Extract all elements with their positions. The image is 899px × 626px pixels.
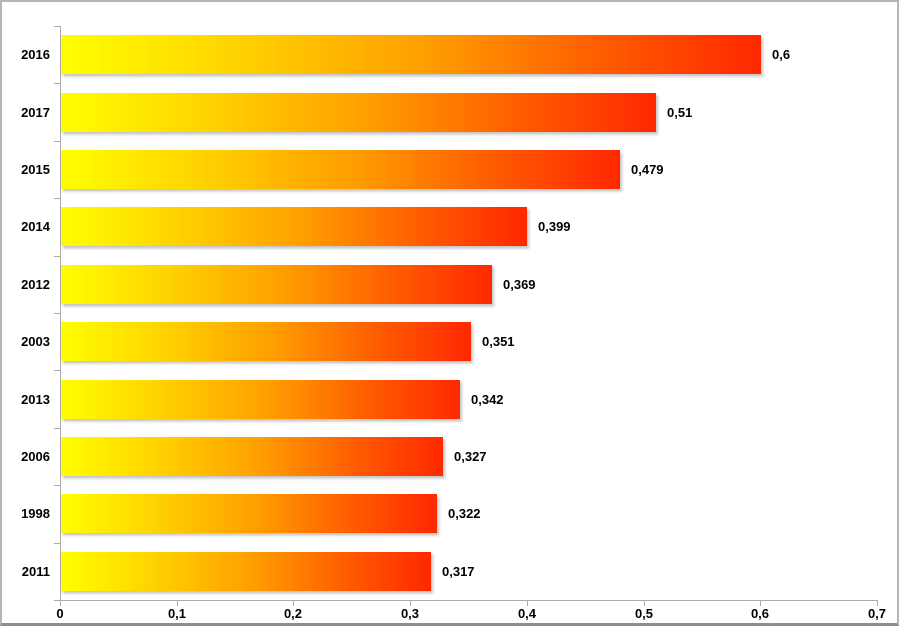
x-axis-tick-label: 0,1: [167, 606, 187, 621]
bar: [61, 265, 492, 304]
y-axis-tick: [54, 83, 60, 84]
x-axis-tick: [527, 600, 528, 606]
bar-value-label: 0,51: [667, 104, 693, 120]
bar-value-label: 0,351: [482, 334, 515, 350]
y-axis-label: 2013: [21, 391, 50, 407]
bar: [61, 35, 761, 74]
bar: [61, 552, 431, 591]
y-axis-label: 1998: [21, 506, 50, 522]
bar-value-label: 0,369: [503, 276, 536, 292]
y-axis-tick: [54, 428, 60, 429]
x-axis-tick-label: 0,7: [867, 606, 887, 621]
bar-value-label: 0,342: [471, 391, 504, 407]
bar-value-label: 0,327: [454, 448, 487, 464]
y-axis-tick: [54, 313, 60, 314]
x-axis-tick: [60, 600, 61, 606]
y-axis-tick: [54, 26, 60, 27]
x-axis-tick: [293, 600, 294, 606]
x-axis-tick-label: 0,3: [400, 606, 420, 621]
x-axis-tick: [877, 600, 878, 606]
y-axis-label: 2003: [21, 334, 50, 350]
y-axis-label: 2015: [21, 161, 50, 177]
y-axis-label: 2016: [21, 47, 50, 63]
bar-value-label: 0,317: [442, 563, 475, 579]
x-axis-tick-label: 0: [56, 606, 64, 621]
y-axis-label: 2006: [21, 448, 50, 464]
y-axis-tick: [54, 141, 60, 142]
y-axis-label: 2017: [21, 104, 50, 120]
x-axis-line: [54, 600, 878, 601]
y-axis-label: 2012: [21, 276, 50, 292]
y-axis-tick: [54, 198, 60, 199]
x-axis-tick-label: 0,2: [283, 606, 303, 621]
y-axis-label: 2011: [21, 563, 50, 579]
bar: [61, 380, 460, 419]
bar: [61, 93, 656, 132]
bar: [61, 150, 620, 189]
x-axis-tick-label: 0,5: [634, 606, 654, 621]
bar: [61, 437, 443, 476]
x-axis-tick: [410, 600, 411, 606]
y-axis-tick: [54, 543, 60, 544]
y-axis-label: 2014: [21, 219, 50, 235]
bar-value-label: 0,322: [448, 506, 481, 522]
bar: [61, 207, 527, 246]
x-axis-tick: [644, 600, 645, 606]
bar-value-label: 0,479: [631, 161, 664, 177]
y-axis-line: [60, 26, 61, 600]
y-axis-tick: [54, 370, 60, 371]
x-axis-tick: [177, 600, 178, 606]
bar-value-label: 0,6: [772, 47, 791, 63]
x-axis-tick: [760, 600, 761, 606]
bar: [61, 494, 437, 533]
x-axis-tick-label: 0,4: [517, 606, 537, 621]
bar: [61, 322, 471, 361]
y-axis-tick: [54, 256, 60, 257]
bar-value-label: 0,399: [538, 219, 571, 235]
y-axis-tick: [54, 485, 60, 486]
x-axis-tick-label: 0,6: [750, 606, 770, 621]
y-axis-tick: [54, 600, 60, 601]
